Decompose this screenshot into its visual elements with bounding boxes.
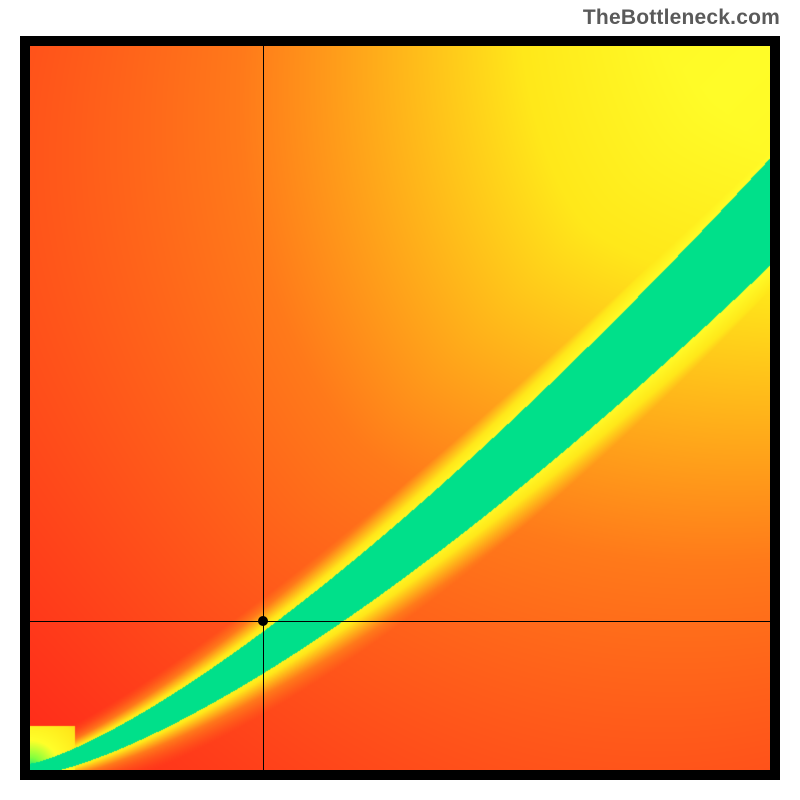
- watermark-text: TheBottleneck.com: [583, 6, 780, 30]
- chart-container: TheBottleneck.com: [0, 0, 800, 800]
- crosshair-marker: [258, 616, 268, 626]
- heatmap-canvas: [30, 46, 770, 770]
- crosshair-horizontal: [30, 621, 770, 622]
- plot-area: [20, 36, 780, 780]
- crosshair-vertical: [263, 46, 264, 770]
